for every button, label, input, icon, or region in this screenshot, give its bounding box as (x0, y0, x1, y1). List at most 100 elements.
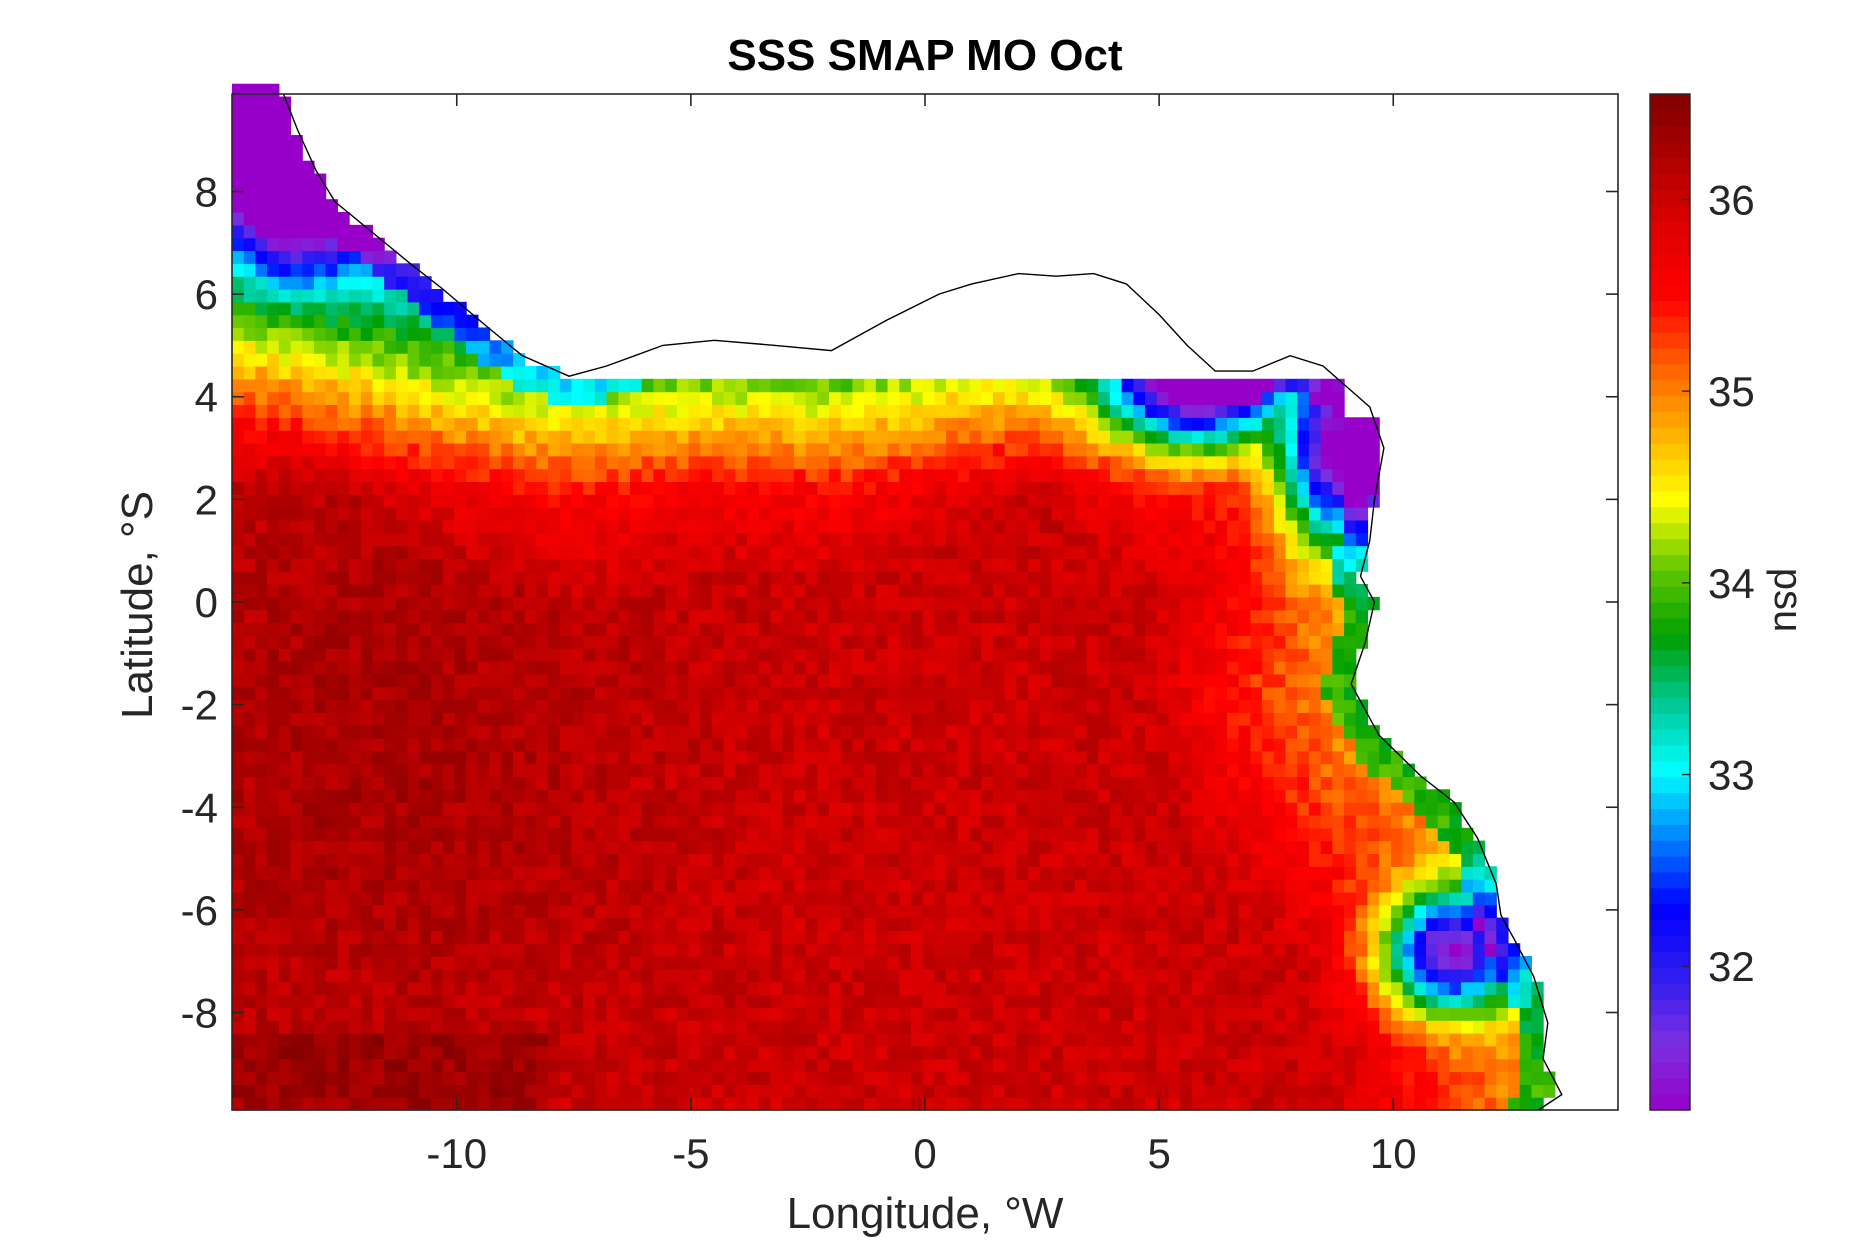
heatmap-cell (512, 1058, 526, 1073)
heatmap-cell (431, 673, 444, 688)
heatmap-cell (372, 956, 385, 970)
heatmap-cell (337, 314, 350, 329)
heatmap-cell (1028, 545, 1041, 559)
heatmap-cell (454, 468, 467, 483)
heatmap-cell (700, 827, 713, 842)
heatmap-cell (302, 943, 315, 957)
heatmap-cell (1180, 494, 1193, 508)
heatmap-cell (548, 1071, 561, 1085)
heatmap-cell (875, 686, 889, 701)
heatmap-cell (255, 545, 268, 559)
heatmap-cell (1086, 430, 1099, 444)
heatmap-cell (1086, 981, 1099, 996)
heatmap-cell (466, 904, 479, 919)
heatmap-cell (407, 814, 420, 829)
heatmap-cell (1074, 956, 1088, 970)
heatmap-cell (676, 442, 690, 457)
heatmap-cell (466, 1020, 479, 1034)
heatmap-cell (829, 1071, 842, 1085)
heatmap-cell (302, 1071, 315, 1085)
heatmap-cell (442, 507, 456, 521)
heatmap-cell (477, 981, 491, 996)
heatmap-cell (1051, 1058, 1064, 1073)
heatmap-cell (1180, 686, 1193, 701)
heatmap-cell (349, 1084, 362, 1098)
heatmap-cell (454, 1033, 467, 1047)
heatmap-cell (325, 1097, 338, 1111)
heatmap-cell (431, 288, 444, 303)
heatmap-cell (758, 545, 772, 559)
heatmap-cell (278, 584, 292, 598)
heatmap-cell (782, 635, 795, 649)
heatmap-cell (431, 789, 444, 803)
heatmap-cell (992, 584, 1006, 598)
heatmap-cell (688, 1084, 701, 1098)
heatmap-cell (512, 827, 526, 842)
heatmap-cell (1063, 891, 1076, 906)
heatmap-cell (1028, 840, 1041, 855)
heatmap-cell (840, 430, 854, 444)
heatmap-cell (243, 609, 257, 624)
heatmap-cell (302, 840, 315, 855)
heatmap-cell (1039, 994, 1053, 1008)
heatmap-cell (1016, 750, 1029, 765)
heatmap-cell (1156, 776, 1170, 790)
heatmap-cell (934, 750, 947, 765)
heatmap-cell (1051, 737, 1064, 752)
heatmap-cell (700, 712, 713, 726)
heatmap-cell (571, 1084, 584, 1098)
heatmap-cell (442, 340, 456, 354)
heatmap-cell (524, 532, 537, 547)
heatmap-cell (1074, 468, 1088, 483)
heatmap-cell (1074, 571, 1088, 585)
heatmap-cell (735, 417, 748, 431)
heatmap-cell (852, 430, 865, 444)
heatmap-cell (243, 186, 257, 200)
heatmap-cell (337, 545, 350, 559)
heatmap-cell (992, 571, 1006, 585)
heatmap-cell (512, 853, 526, 867)
heatmap-cell (1133, 1045, 1146, 1060)
heatmap-cell (267, 596, 280, 611)
heatmap-cell (372, 481, 385, 495)
heatmap-cell (782, 853, 795, 867)
heatmap-cell (887, 1097, 900, 1111)
heatmap-cell (1180, 968, 1193, 983)
heatmap-cell (969, 789, 982, 803)
heatmap-cell (606, 840, 619, 855)
heatmap-cell (606, 930, 619, 944)
heatmap-cell (419, 558, 432, 572)
heatmap-cell (676, 1097, 690, 1111)
heatmap-cell (501, 635, 514, 649)
heatmap-cell (618, 519, 631, 534)
heatmap-cell (1109, 661, 1123, 675)
heatmap-cell (618, 686, 631, 701)
heatmap-cell (325, 481, 338, 495)
heatmap-cell (665, 558, 678, 572)
heatmap-cell (1145, 494, 1158, 508)
heatmap-cell (864, 532, 877, 547)
heatmap-cell (302, 686, 315, 701)
heatmap-cell (992, 814, 1006, 829)
heatmap-cell (1109, 930, 1123, 944)
heatmap-cell (747, 814, 760, 829)
heatmap-cell (805, 494, 818, 508)
heatmap-cell (466, 1097, 479, 1111)
heatmap-cell (805, 981, 818, 996)
heatmap-cell (887, 609, 900, 624)
heatmap-cell (653, 1071, 666, 1085)
heatmap-cell (864, 635, 877, 649)
heatmap-cell (829, 596, 842, 611)
heatmap-cell (548, 545, 561, 559)
heatmap-cell (407, 737, 420, 752)
heatmap-cell (711, 814, 725, 829)
heatmap-cell (1145, 596, 1158, 611)
heatmap-cell (536, 468, 549, 483)
heatmap-cell (255, 866, 268, 880)
heatmap-cell (606, 686, 619, 701)
heatmap-cell (770, 584, 783, 598)
heatmap-cell (1016, 725, 1029, 739)
heatmap-cell (1180, 673, 1193, 688)
heatmap-cell (278, 199, 292, 213)
heatmap-cell (946, 635, 959, 649)
